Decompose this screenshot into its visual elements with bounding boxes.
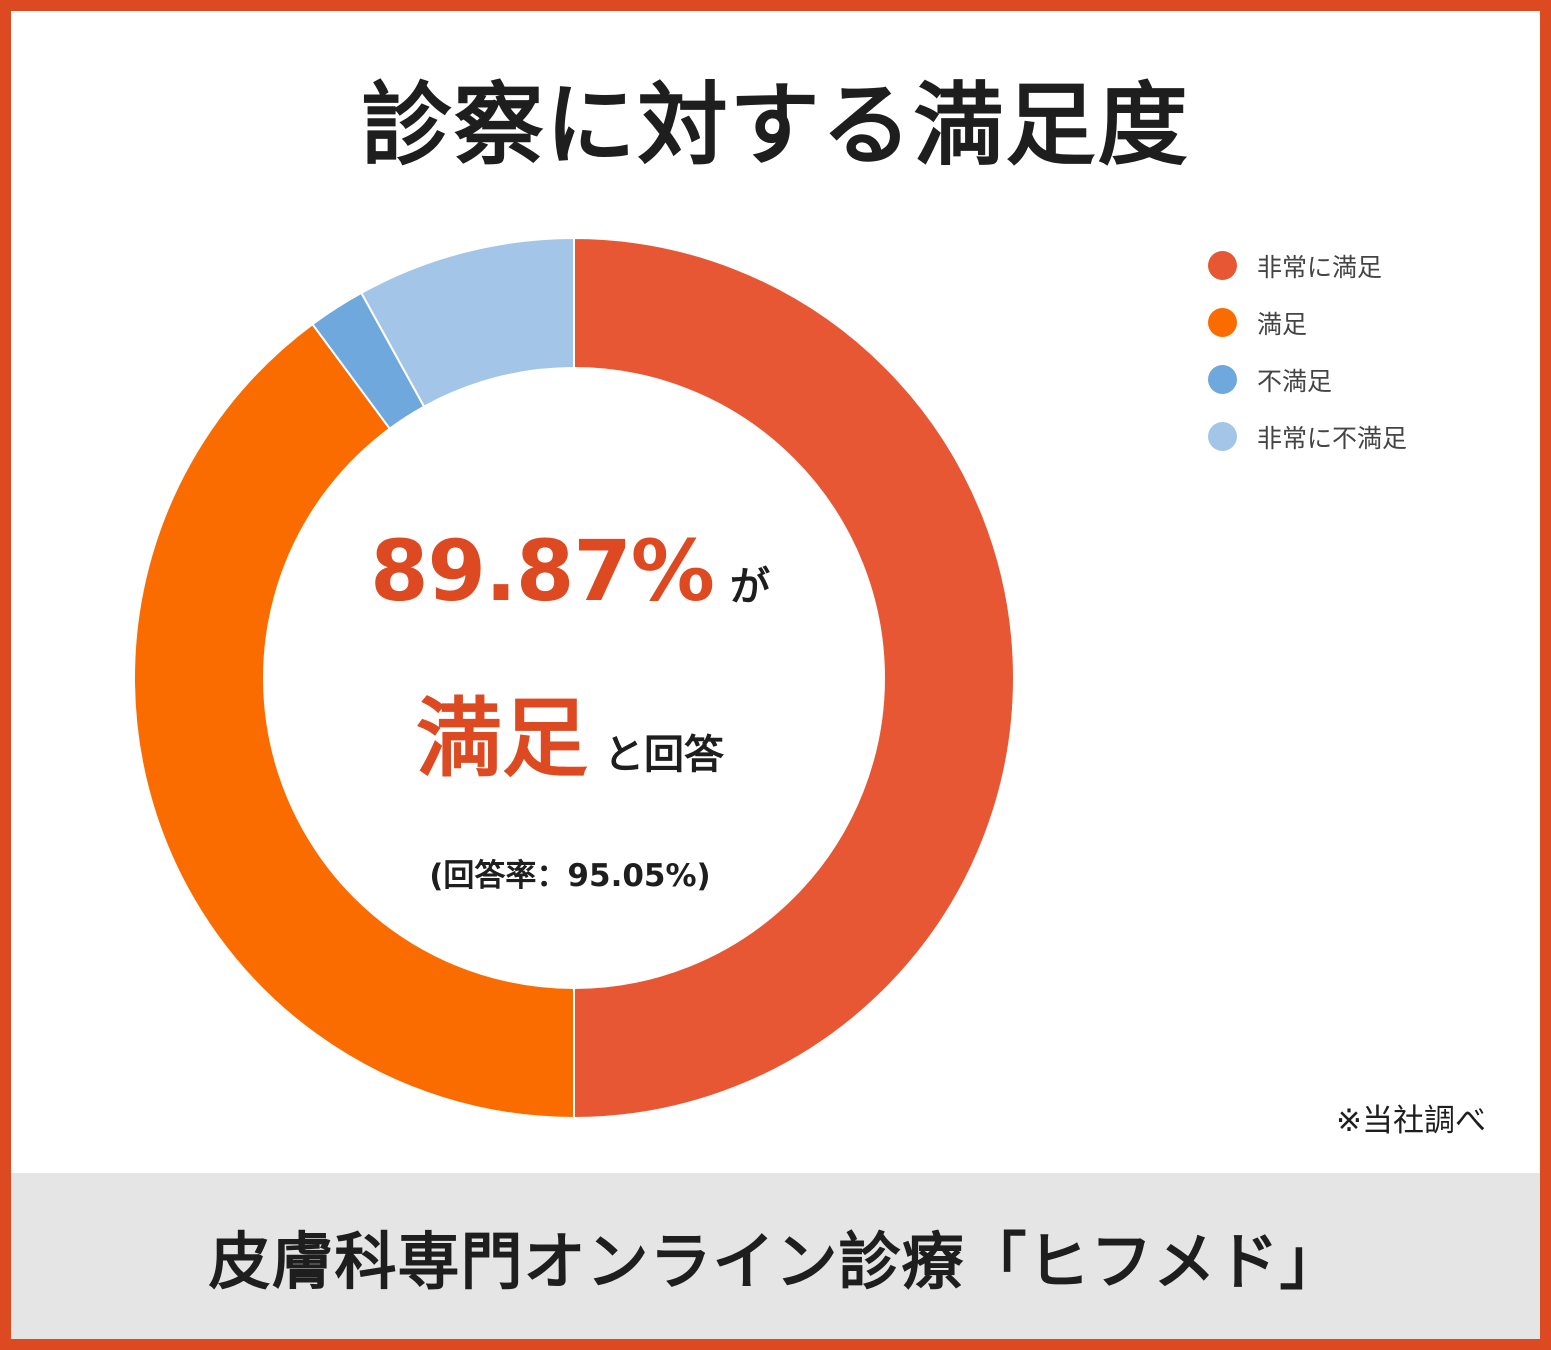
legend-label: 非常に満足: [1257, 252, 1383, 282]
donut-slice: [133, 322, 575, 1120]
legend: 非常に満足 満足 不満足 非常に不満足: [1208, 237, 1407, 465]
legend-item: 満足: [1208, 294, 1407, 351]
legend-swatch: [1208, 422, 1237, 451]
donut-slice: [573, 236, 1015, 1120]
legend-label: 非常に不満足: [1257, 423, 1408, 453]
emphasis-suffix: と回答: [604, 732, 724, 778]
response-rate: (回答率：95.05%): [429, 858, 711, 894]
center-emphasis-line: 満足 と回答: [260, 668, 880, 793]
legend-label: 不満足: [1257, 366, 1333, 396]
legend-swatch: [1208, 251, 1237, 280]
footer-banner: 皮膚科専門オンライン診療「ヒフメド」: [11, 1173, 1540, 1339]
legend-item: 不満足: [1208, 351, 1407, 408]
footer-text: 皮膚科専門オンライン診療「ヒフメド」: [208, 1225, 1343, 1298]
satisfaction-percentage: 89.87%: [370, 522, 715, 620]
donut-slice: [359, 236, 575, 408]
legend-label: 満足: [1257, 309, 1308, 339]
legend-item: 非常に不満足: [1208, 408, 1407, 465]
legend-item: 非常に満足: [1208, 237, 1407, 294]
source-note: ※当社調べ: [1336, 1103, 1486, 1139]
legend-swatch: [1208, 365, 1237, 394]
percentage-suffix: が: [729, 564, 770, 610]
satisfied-emphasis: 満足: [416, 689, 588, 789]
chart-title: 診察に対する満足度: [361, 73, 1190, 178]
center-percentage-line: 89.87% が: [260, 522, 880, 620]
legend-swatch: [1208, 308, 1237, 337]
